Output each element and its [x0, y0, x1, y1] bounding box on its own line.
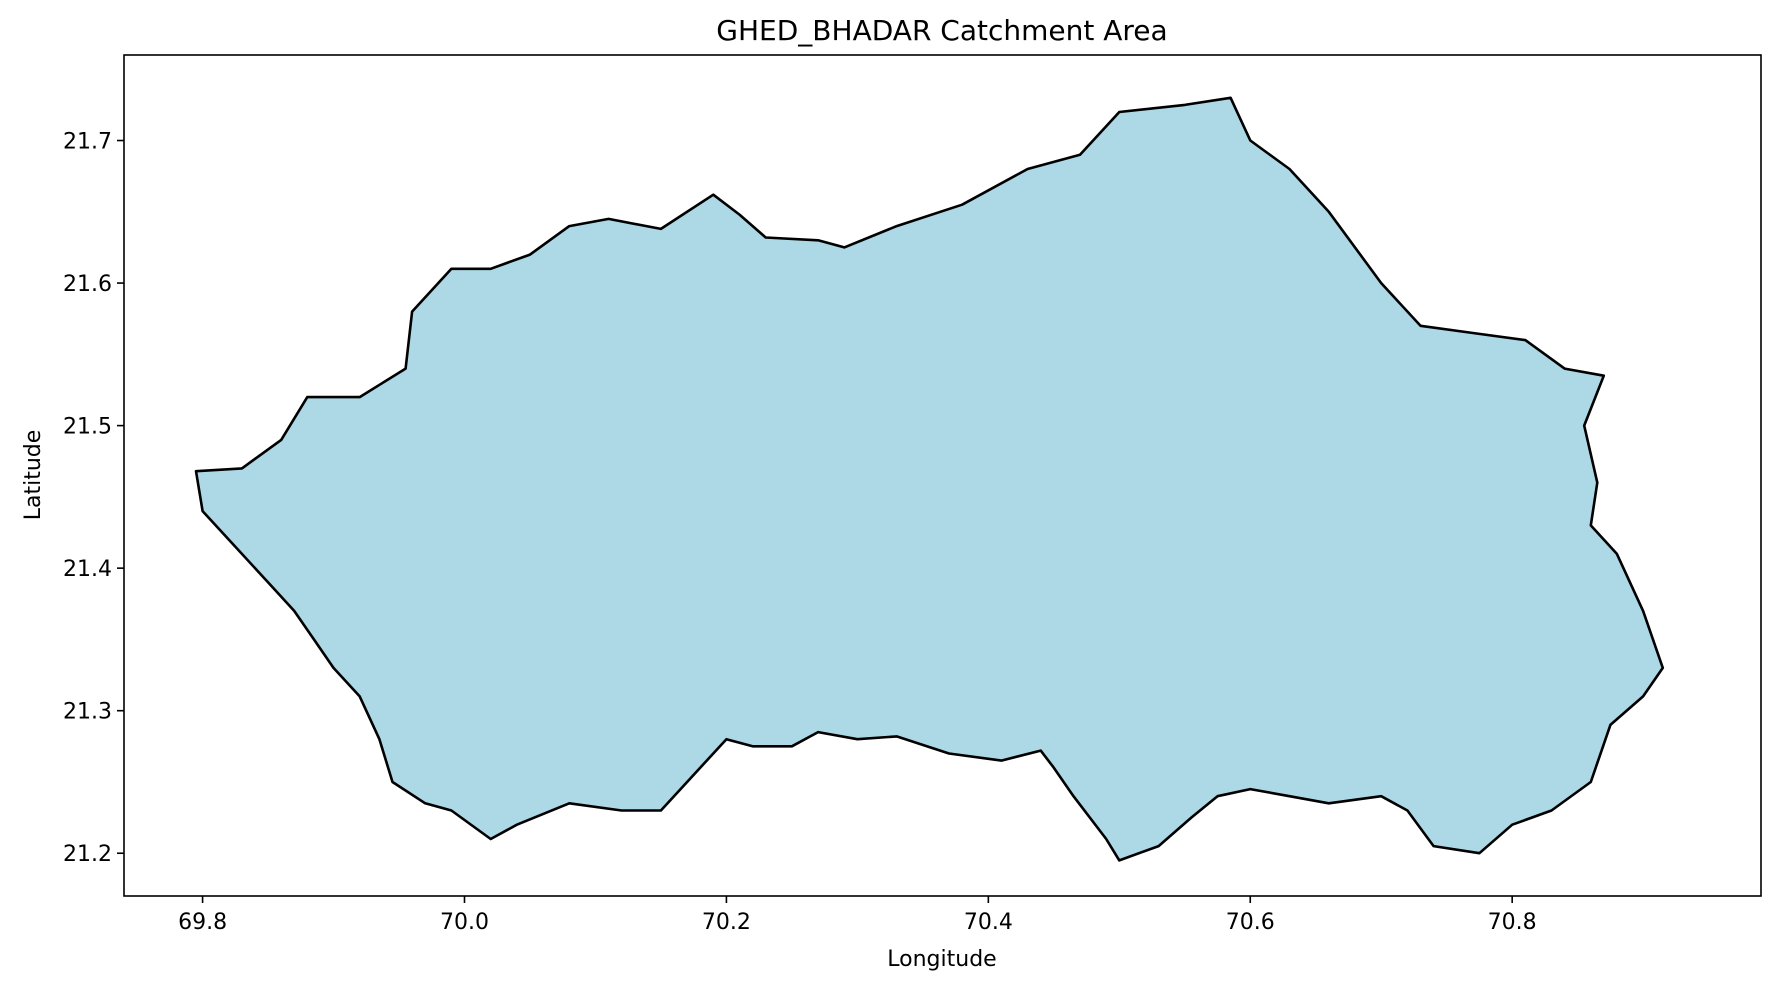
x-tick-label: 70.2 — [702, 910, 751, 935]
plot-area — [123, 54, 1762, 897]
x-tick-label: 70.4 — [964, 910, 1013, 935]
y-tick-label: 21.2 — [63, 842, 112, 867]
x-tick-label: 70.6 — [1226, 910, 1275, 935]
catchment-area-polygon — [194, 96, 1665, 862]
x-tick-label: 70.0 — [440, 910, 489, 935]
y-tick-label: 21.7 — [63, 130, 112, 155]
axes-frame — [123, 54, 1762, 897]
x-tick-label: 69.8 — [178, 910, 227, 935]
y-axis-ticks: 21.2 21.3 21.4 21.5 21.6 21.7 — [63, 130, 124, 867]
y-tick-label: 21.5 — [63, 415, 112, 440]
y-tick-label: 21.6 — [63, 272, 112, 297]
x-tick-label: 70.8 — [1488, 910, 1537, 935]
x-axis-label: Longitude — [887, 947, 996, 972]
x-axis-ticks: 69.8 70.0 70.2 70.4 70.6 70.8 — [178, 896, 1537, 935]
y-tick-label: 21.3 — [63, 700, 112, 725]
chart-title: GHED_BHADAR Catchment Area — [716, 14, 1167, 47]
y-axis-label: Latitude — [21, 430, 46, 521]
y-tick-label: 21.4 — [63, 557, 112, 582]
